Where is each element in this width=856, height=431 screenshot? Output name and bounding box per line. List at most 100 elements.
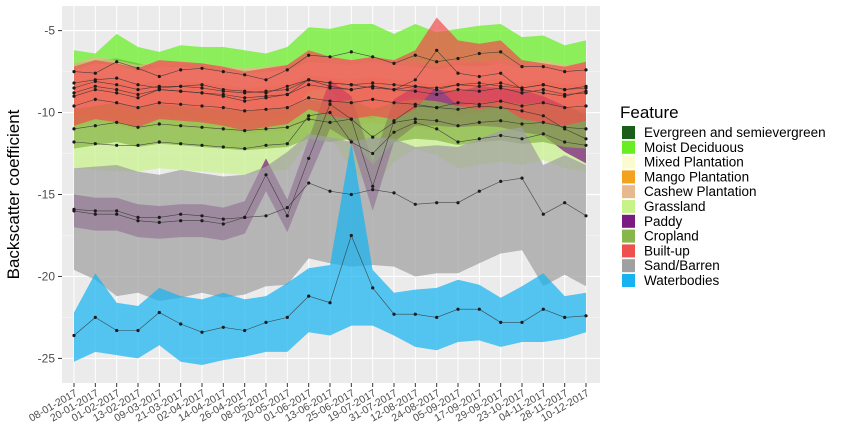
data-point [157,122,161,126]
data-point [563,70,567,74]
data-point [179,68,183,72]
data-point [264,173,268,177]
data-point [115,212,119,216]
data-point [541,83,545,87]
series-points [72,48,588,338]
data-point [72,81,76,85]
data-point [307,294,311,298]
legend-swatch [622,170,635,184]
data-point [392,120,396,124]
data-point [264,127,268,131]
data-point [541,101,545,105]
data-point [264,96,268,100]
data-point [541,91,545,95]
y-tick-label: -20 [38,269,56,283]
data-point [200,104,204,108]
data-point [136,88,140,92]
data-point [307,181,311,185]
data-point [520,176,524,180]
data-point [179,124,183,128]
data-point [563,88,567,92]
data-point [477,137,481,141]
data-point [221,325,225,329]
data-point [584,86,588,90]
data-point [499,106,503,110]
data-point [93,124,97,128]
data-point [477,89,481,93]
data-point [541,212,545,216]
data-point [584,143,588,147]
data-point [456,71,460,75]
data-point [136,215,140,219]
data-point [200,214,204,218]
band-9 [74,127,586,301]
data-point [456,140,460,144]
data-point [115,76,119,80]
data-point [435,92,439,97]
data-point [328,120,332,124]
data-point [221,127,225,131]
data-point [136,106,140,110]
data-point [563,201,567,205]
data-point [541,307,545,311]
data-point [136,96,140,100]
data-point [584,214,588,218]
data-point [456,101,460,105]
data-point [72,94,76,98]
legend-label: Cropland [644,229,699,244]
data-point [349,83,353,87]
legend-label: Grassland [644,199,706,214]
legend-title: Feature [620,103,679,122]
data-point [499,179,503,183]
data-point [243,129,247,133]
data-point [456,201,460,205]
data-point [93,71,97,75]
data-point [349,101,353,105]
data-point [179,322,183,326]
data-point [584,104,588,108]
data-point [115,91,119,95]
data-point [307,156,311,160]
data-point [328,110,332,115]
data-point [477,120,481,124]
data-point [72,91,76,95]
data-point [349,140,353,144]
data-point [520,109,524,113]
data-point [499,99,503,103]
data-point [285,206,289,210]
data-point [435,48,439,52]
data-point [285,84,289,88]
data-point [243,99,247,103]
data-point [563,125,567,129]
data-point [285,92,289,97]
data-point [413,53,417,57]
legend-label: Waterbodies [644,273,720,288]
data-point [307,117,311,121]
data-point [371,84,375,88]
data-point [93,79,97,83]
data-point [285,88,289,92]
data-point [328,301,332,305]
data-point [72,140,76,144]
data-point [307,114,311,118]
data-point [435,127,439,131]
data-point [349,192,353,197]
data-point [349,233,353,238]
data-point [477,104,481,108]
data-point [477,84,481,88]
data-point [157,220,161,224]
data-point [136,92,140,97]
y-axis-ticks: -5 -10 -15 -20 -25 [38,24,62,365]
legend-swatch [622,140,635,154]
data-point [221,89,225,93]
legend-swatch [622,214,635,228]
legend-swatch [622,155,635,169]
data-point [563,106,567,110]
data-point [72,333,76,338]
data-point [285,125,289,129]
data-point [541,132,545,136]
data-point [264,320,268,324]
data-point [243,109,247,113]
data-point [499,119,503,123]
data-point [413,312,417,316]
